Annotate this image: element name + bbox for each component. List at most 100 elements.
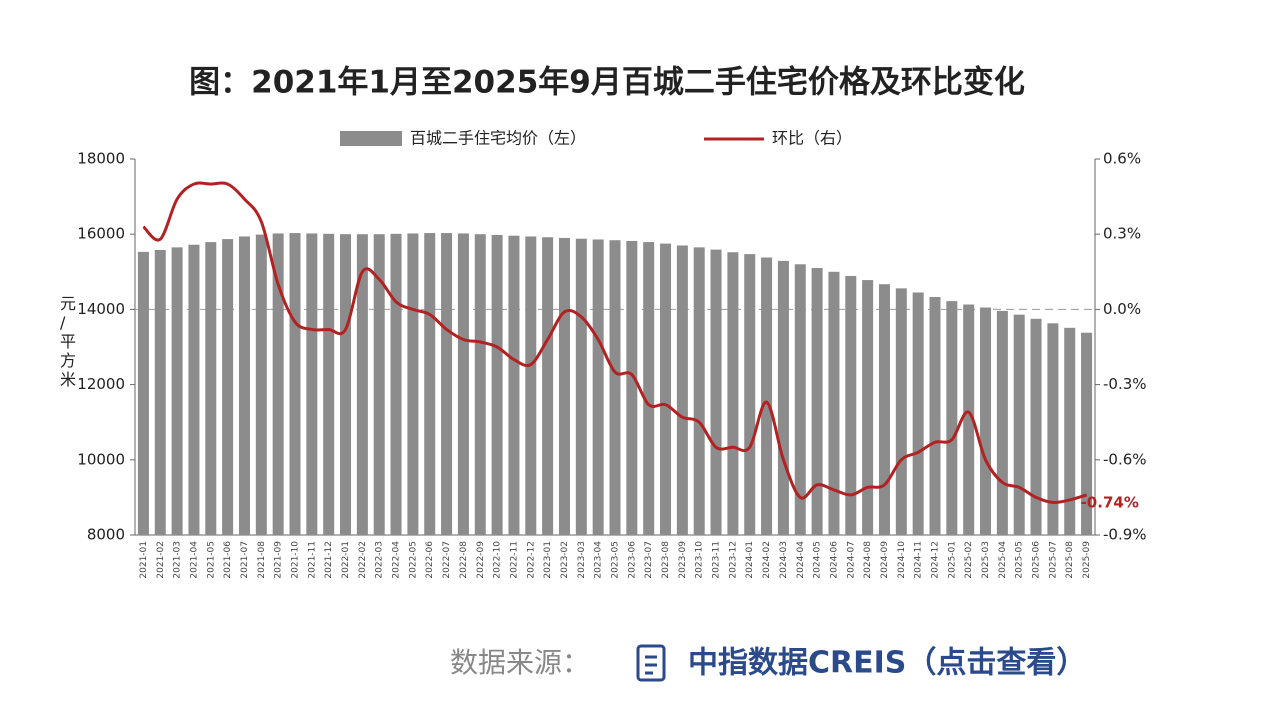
bar bbox=[929, 296, 941, 535]
x-tick-label: 2021-09 bbox=[274, 541, 284, 579]
bar bbox=[373, 234, 385, 535]
x-tick-label: 2022-09 bbox=[476, 541, 486, 579]
source-link-text[interactable]: 中指数据CREIS（点击查看） bbox=[688, 646, 1086, 681]
x-tick-label: 2023-11 bbox=[712, 541, 722, 579]
x-tick-label: 2025-07 bbox=[1048, 541, 1058, 579]
doc-icon bbox=[636, 644, 666, 682]
x-tick-label: 2025-06 bbox=[1032, 541, 1042, 579]
bar bbox=[137, 251, 149, 535]
x-tick-label: 2023-09 bbox=[678, 541, 688, 579]
x-tick-label: 2022-03 bbox=[375, 541, 385, 579]
bar bbox=[171, 247, 183, 536]
bar bbox=[912, 292, 924, 535]
x-tick-label: 2022-11 bbox=[509, 541, 519, 579]
x-tick-label: 2021-03 bbox=[173, 541, 183, 579]
legend-swatch bbox=[340, 131, 402, 146]
x-tick-label: 2024-07 bbox=[846, 541, 856, 579]
bar bbox=[441, 233, 453, 535]
bar bbox=[963, 304, 975, 535]
x-tick-label: 2021-11 bbox=[307, 541, 317, 579]
x-tick-label: 2025-05 bbox=[1015, 541, 1025, 579]
source-link[interactable]: 中指数据CREIS（点击查看） bbox=[636, 644, 1086, 682]
x-tick-label: 2024-06 bbox=[829, 541, 839, 579]
x-tick-label: 2022-12 bbox=[526, 541, 536, 579]
bar bbox=[491, 234, 503, 535]
x-tick-label: 2025-04 bbox=[998, 541, 1008, 579]
y-tick-label: 16000 bbox=[77, 225, 125, 243]
bar bbox=[407, 233, 419, 535]
bar bbox=[1013, 314, 1025, 535]
x-tick-label: 2021-07 bbox=[240, 541, 250, 579]
y2-tick-label: 0.6% bbox=[1103, 150, 1141, 168]
bar bbox=[845, 275, 857, 535]
bar bbox=[238, 236, 250, 535]
x-tick-label: 2024-12 bbox=[931, 541, 941, 579]
x-tick-label: 2025-03 bbox=[981, 541, 991, 579]
x-tick-label: 2022-06 bbox=[425, 541, 435, 579]
bar bbox=[272, 233, 284, 535]
bar bbox=[289, 233, 301, 535]
bar bbox=[895, 288, 907, 535]
bar bbox=[996, 310, 1008, 535]
y2-tick-label: 0.0% bbox=[1103, 300, 1141, 318]
x-tick-label: 2021-05 bbox=[206, 541, 216, 579]
bar bbox=[1081, 332, 1093, 535]
y-tick-label: 10000 bbox=[77, 450, 125, 468]
y2-tick-label: -0.3% bbox=[1103, 375, 1147, 393]
x-tick-label: 2025-02 bbox=[964, 541, 974, 579]
bar bbox=[356, 234, 368, 535]
x-tick-label: 2024-01 bbox=[745, 541, 755, 579]
bar bbox=[878, 284, 890, 535]
bar bbox=[693, 247, 705, 536]
chart-title: 图：2021年1月至2025年9月百城二手住宅价格及环比变化 bbox=[189, 65, 1025, 101]
bar bbox=[525, 236, 537, 535]
bar bbox=[474, 234, 486, 535]
bar bbox=[643, 242, 655, 535]
bar bbox=[558, 237, 570, 535]
bar bbox=[188, 244, 200, 535]
y-tick-label: 18000 bbox=[77, 150, 125, 168]
x-tick-label: 2022-05 bbox=[408, 541, 418, 579]
bar bbox=[575, 238, 587, 535]
x-tick-label: 2024-02 bbox=[762, 541, 772, 579]
bar bbox=[424, 233, 436, 535]
bar bbox=[828, 271, 840, 535]
x-tick-label: 2021-12 bbox=[324, 541, 334, 579]
source-label: 数据来源： bbox=[450, 646, 590, 679]
x-tick-label: 2025-09 bbox=[1082, 541, 1092, 579]
x-tick-label: 2022-08 bbox=[459, 541, 469, 579]
x-tick-label: 2023-04 bbox=[594, 541, 604, 579]
bar bbox=[222, 239, 234, 535]
bar bbox=[777, 260, 789, 535]
x-tick-label: 2024-04 bbox=[796, 541, 806, 579]
bar bbox=[676, 245, 688, 536]
x-tick-label: 2023-02 bbox=[560, 541, 570, 579]
x-tick-label: 2021-01 bbox=[139, 541, 149, 579]
x-tick-label: 2024-11 bbox=[914, 541, 924, 579]
bar bbox=[744, 254, 756, 536]
x-tick-label: 2023-07 bbox=[644, 541, 654, 579]
bar bbox=[1030, 318, 1042, 535]
x-tick-label: 2023-01 bbox=[543, 541, 553, 579]
bar bbox=[508, 235, 520, 536]
x-tick-label: 2021-06 bbox=[223, 541, 233, 579]
bar bbox=[626, 240, 638, 535]
line bbox=[142, 181, 1088, 504]
bar bbox=[660, 243, 672, 535]
bar bbox=[1047, 323, 1059, 535]
bar bbox=[710, 249, 722, 535]
x-tick-label: 2023-05 bbox=[611, 541, 621, 579]
x-tick-label: 2022-01 bbox=[341, 541, 351, 579]
bar bbox=[811, 268, 823, 535]
x-tick-label: 2021-10 bbox=[291, 541, 301, 579]
x-tick-label: 2023-08 bbox=[661, 541, 671, 579]
y-tick-label: 14000 bbox=[77, 300, 125, 318]
bar bbox=[154, 249, 166, 535]
x-tick-label: 2022-02 bbox=[358, 541, 368, 579]
x-tick-label: 2022-04 bbox=[392, 541, 402, 579]
bar bbox=[862, 280, 874, 535]
bar bbox=[592, 239, 604, 536]
bar bbox=[255, 234, 267, 536]
x-tick-label: 2024-08 bbox=[863, 541, 873, 579]
x-tick-label: 2023-03 bbox=[577, 541, 587, 579]
